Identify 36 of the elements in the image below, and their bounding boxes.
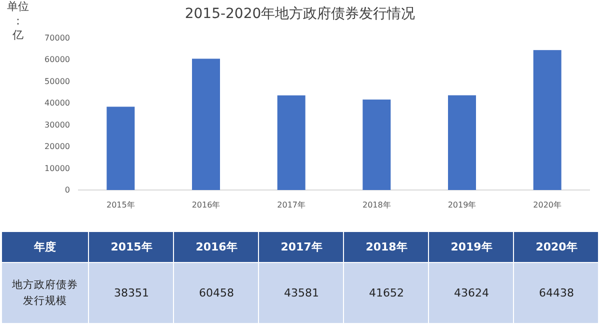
y-axis-title: 单位:亿 <box>7 0 29 42</box>
text: 地方政府债券发行规模 <box>11 278 78 307</box>
data-label: 60458 <box>199 286 234 300</box>
bar <box>362 100 391 190</box>
y-tick-label: 0 <box>64 186 70 194</box>
x-tick-label: 2016年 <box>192 200 220 210</box>
data-label: 43624 <box>454 286 489 300</box>
chart-title: 2015-2020年地方政府债券发行情况 <box>184 6 416 22</box>
bar <box>106 106 135 190</box>
category-label: 2015年 <box>110 240 152 254</box>
data-label: 38351 <box>114 286 149 300</box>
x-tick-label: 2019年 <box>448 200 476 210</box>
category-label: 2019年 <box>450 240 492 254</box>
category-label: 2020年 <box>536 240 578 254</box>
y-tick-label: 60000 <box>44 55 70 64</box>
bar <box>277 95 306 190</box>
x-tick-label: 2018年 <box>362 200 391 210</box>
y-tick-label: 30000 <box>44 120 70 130</box>
data-label: 43581 <box>284 286 319 300</box>
category-label: 2017年 <box>280 240 322 254</box>
bar <box>448 95 476 190</box>
y-tick-label: 40000 <box>44 98 70 108</box>
y-tick-label: 50000 <box>44 76 70 86</box>
text: 年度 <box>33 240 56 254</box>
data-label: 64438 <box>539 286 574 300</box>
y-tick-label: 70000 <box>44 34 70 42</box>
category-label: 2018年 <box>366 240 408 254</box>
x-tick-label: 2017年 <box>277 200 306 210</box>
y-tick-label: 20000 <box>44 142 70 152</box>
x-tick-label: 2020年 <box>533 200 562 210</box>
y-tick-label: 10000 <box>44 164 70 173</box>
bar <box>192 58 220 190</box>
category-label: 2016年 <box>196 240 238 254</box>
bar <box>533 50 562 190</box>
x-tick-label: 2015年 <box>106 200 135 210</box>
data-label: 41652 <box>369 286 404 300</box>
